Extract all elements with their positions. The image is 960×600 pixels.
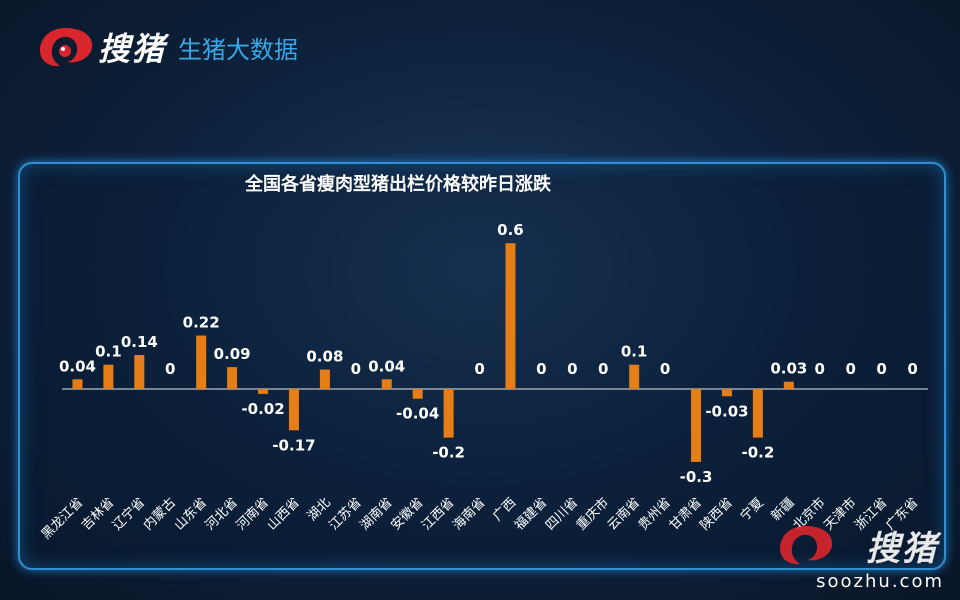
- value-label-9: 0: [351, 360, 361, 378]
- watermark: [776, 518, 946, 594]
- value-label-13: 0: [474, 360, 484, 378]
- bar-8: [319, 369, 330, 389]
- value-label-12: -0.2: [432, 444, 465, 462]
- value-label-24: 0: [815, 360, 825, 378]
- value-label-14: 0.6: [497, 221, 524, 239]
- value-label-7: -0.17: [272, 436, 315, 454]
- category-label-1: 吉林省: [79, 495, 117, 533]
- bar-5: [227, 367, 238, 389]
- header: 搜猪 生猪大数据: [36, 22, 298, 72]
- category-label-4: 山东省: [172, 495, 210, 533]
- bar-10: [381, 379, 392, 389]
- bar-12: [443, 389, 454, 438]
- value-label-4: 0.22: [183, 314, 220, 332]
- value-label-20: -0.3: [680, 468, 713, 486]
- value-label-15: 0: [536, 360, 546, 378]
- value-label-10: 0.04: [368, 357, 405, 375]
- brand-text: 搜猪: [98, 30, 167, 68]
- category-label-21: 陕西省: [698, 495, 736, 533]
- watermark-url: soozhu.com: [816, 571, 944, 592]
- category-label-3: 内蒙古: [140, 495, 179, 534]
- value-label-23: 0.03: [770, 360, 807, 378]
- category-label-19: 贵州省: [636, 495, 674, 533]
- bar-7: [288, 389, 299, 431]
- value-label-26: 0: [876, 360, 886, 378]
- soozhu-logo-icon: [40, 28, 93, 67]
- bar-1: [103, 364, 114, 389]
- category-label-5: 河北省: [203, 495, 241, 533]
- category-label-6: 河南省: [233, 495, 272, 534]
- category-label-12: 江西省: [419, 495, 457, 533]
- bar-23: [783, 381, 794, 389]
- category-label-16: 四川省: [543, 495, 581, 533]
- category-label-11: 安徽省: [388, 495, 426, 533]
- value-label-27: 0: [907, 360, 917, 378]
- category-label-18: 云南省: [604, 495, 643, 534]
- bar-21: [721, 389, 732, 397]
- category-label-15: 福建省: [512, 495, 550, 533]
- value-label-22: -0.2: [741, 444, 774, 462]
- category-label-0: 黑龙江省: [39, 495, 86, 542]
- category-label-22: 宁夏: [737, 495, 767, 525]
- value-label-5: 0.09: [214, 345, 251, 363]
- value-label-6: -0.02: [241, 400, 284, 418]
- header-subtitle: 生猪大数据: [178, 35, 299, 64]
- watermark-brand: 搜猪: [866, 529, 938, 569]
- value-label-0: 0.04: [59, 357, 96, 375]
- category-label-7: 山西省: [265, 495, 303, 533]
- bar-18: [629, 364, 640, 389]
- chart-panel: [18, 162, 946, 570]
- value-label-8: 0.08: [306, 348, 343, 366]
- value-label-17: 0: [598, 360, 608, 378]
- value-label-25: 0: [845, 360, 855, 378]
- watermark-logo-icon: [780, 526, 833, 565]
- value-label-3: 0: [165, 360, 175, 378]
- category-label-2: 辽宁省: [109, 495, 148, 534]
- bar-0: [72, 379, 83, 389]
- value-label-2: 0.14: [121, 333, 158, 351]
- bar-20: [691, 389, 702, 462]
- bar-6: [258, 389, 269, 394]
- bar-2: [134, 354, 145, 389]
- bar-14: [505, 243, 516, 389]
- bar-11: [412, 389, 423, 399]
- category-label-13: 海南省: [449, 495, 488, 534]
- category-label-17: 重庆市: [573, 495, 612, 534]
- value-label-21: -0.03: [705, 402, 748, 420]
- value-label-1: 0.1: [95, 343, 122, 361]
- value-label-18: 0.1: [621, 343, 648, 361]
- category-label-20: 甘肃省: [667, 495, 705, 533]
- value-label-11: -0.04: [396, 405, 439, 423]
- bar-22: [752, 389, 763, 438]
- category-label-9: 江苏省: [326, 495, 365, 534]
- value-label-16: 0: [567, 360, 577, 378]
- value-label-19: 0: [660, 360, 670, 378]
- category-label-10: 湖南省: [357, 495, 396, 534]
- chart-title: 全国各省瘦肉型猪出栏价格较昨日涨跌: [245, 174, 551, 195]
- bar-4: [196, 335, 207, 389]
